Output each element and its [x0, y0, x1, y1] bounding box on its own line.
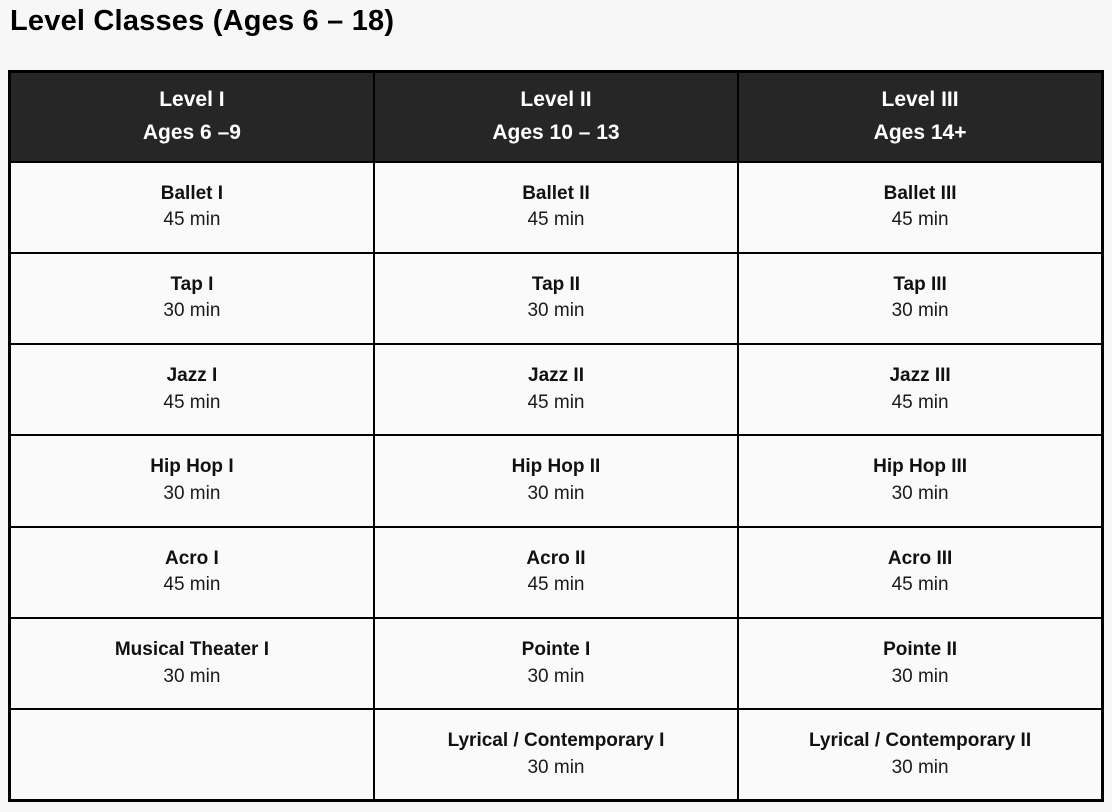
class-duration: 30 min: [163, 300, 221, 322]
class-name: Jazz I: [166, 365, 218, 387]
class-duration: 30 min: [163, 665, 221, 687]
header-level-1: Level I Ages 6 –9: [8, 70, 375, 163]
class-name: Lyrical / Contemporary II: [809, 730, 1032, 751]
class-cell: Lyrical / Contemporary I 30 min: [372, 708, 740, 802]
table-row: Hip Hop I 30 min Hip Hop II 30 min Hip H…: [8, 434, 1104, 528]
class-duration: 45 min: [163, 574, 221, 596]
header-level-2-title: Level II: [520, 88, 592, 112]
class-duration: 45 min: [891, 209, 949, 231]
class-duration: 30 min: [891, 482, 949, 504]
class-cell: Tap I 30 min: [8, 251, 375, 346]
class-name: Acro I: [164, 547, 219, 569]
header-level-2-ages: Ages 10 – 13: [492, 120, 620, 144]
table-body: Ballet I 45 min Ballet II 45 min Ballet …: [8, 160, 1104, 802]
class-name: Pointe II: [883, 638, 958, 660]
empty-cell: [8, 708, 375, 802]
class-cell: Pointe I 30 min: [372, 616, 740, 711]
class-name: Musical Theater I: [114, 638, 269, 660]
class-cell: Hip Hop I 30 min: [8, 434, 375, 528]
table-row: Ballet I 45 min Ballet II 45 min Ballet …: [8, 160, 1104, 254]
class-cell: Acro III 45 min: [737, 525, 1104, 619]
class-duration: 30 min: [891, 756, 949, 778]
class-duration: 30 min: [527, 756, 585, 778]
class-name: Jazz II: [528, 365, 584, 387]
header-row: Level I Ages 6 –9 Level II Ages 10 – 13 …: [8, 70, 1104, 163]
class-cell: Pointe II 30 min: [737, 616, 1104, 711]
table-row: Acro I 45 min Acro II 45 min Acro III 45…: [8, 525, 1104, 619]
class-name: Ballet III: [883, 182, 957, 204]
class-cell: Acro II 45 min: [372, 525, 740, 619]
class-cell: Jazz II 45 min: [372, 343, 740, 437]
class-duration: 30 min: [527, 482, 585, 504]
class-duration: 45 min: [527, 209, 585, 231]
header-level-1-ages: Ages 6 –9: [142, 120, 241, 144]
class-cell: Ballet II 45 min: [372, 160, 740, 254]
class-name: Jazz III: [889, 365, 951, 387]
header-level-3: Level III Ages 14+: [737, 70, 1104, 163]
class-duration: 30 min: [891, 665, 949, 687]
table-row: Lyrical / Contemporary I 30 min Lyrical …: [8, 708, 1104, 802]
header-level-2: Level II Ages 10 – 13: [372, 70, 740, 163]
class-name: Lyrical / Contemporary I: [447, 730, 665, 751]
class-duration: 30 min: [163, 482, 221, 504]
level-classes-table: Level I Ages 6 –9 Level II Ages 10 – 13 …: [8, 70, 1104, 802]
class-name: Acro II: [526, 547, 586, 569]
class-name: Ballet II: [522, 182, 590, 204]
class-name: Tap I: [170, 273, 214, 295]
class-cell: Jazz III 45 min: [737, 343, 1104, 437]
class-cell: Acro I 45 min: [8, 525, 375, 619]
class-name: Acro III: [887, 547, 953, 569]
class-name: Hip Hop I: [150, 456, 234, 478]
page-title: Level Classes (Ages 6 – 18): [10, 5, 395, 37]
class-duration: 45 min: [891, 391, 949, 413]
class-duration: 30 min: [527, 665, 585, 687]
class-cell: Lyrical / Contemporary II 30 min: [737, 708, 1104, 802]
table-row: Jazz I 45 min Jazz II 45 min Jazz III 45…: [8, 343, 1104, 437]
class-name: Tap II: [531, 273, 581, 295]
table-row: Tap I 30 min Tap II 30 min Tap III 30 mi…: [8, 251, 1104, 346]
header-level-1-title: Level I: [159, 88, 225, 112]
class-cell: Ballet I 45 min: [8, 160, 375, 254]
table-row: Musical Theater I 30 min Pointe I 30 min…: [8, 616, 1104, 711]
class-duration: 30 min: [891, 300, 949, 322]
class-name: Tap III: [893, 273, 947, 295]
class-name: Pointe I: [521, 638, 591, 660]
class-cell: Tap II 30 min: [372, 251, 740, 346]
class-duration: 45 min: [527, 574, 585, 596]
class-name: Hip Hop II: [511, 456, 601, 478]
class-cell: Jazz I 45 min: [8, 343, 375, 437]
class-cell: Ballet III 45 min: [737, 160, 1104, 254]
class-cell: Musical Theater I 30 min: [8, 616, 375, 711]
header-level-3-title: Level III: [881, 88, 959, 112]
class-cell: Hip Hop III 30 min: [737, 434, 1104, 528]
table-header: Level I Ages 6 –9 Level II Ages 10 – 13 …: [8, 70, 1104, 163]
class-duration: 45 min: [163, 391, 221, 413]
class-duration: 30 min: [527, 300, 585, 322]
class-name: Ballet I: [160, 182, 224, 204]
class-cell: Tap III 30 min: [737, 251, 1104, 346]
class-duration: 45 min: [527, 391, 585, 413]
class-duration: 45 min: [163, 209, 221, 231]
class-name: Hip Hop III: [873, 456, 968, 478]
class-duration: 45 min: [891, 574, 949, 596]
header-level-3-ages: Ages 14+: [873, 120, 967, 144]
class-cell: Hip Hop II 30 min: [372, 434, 740, 528]
